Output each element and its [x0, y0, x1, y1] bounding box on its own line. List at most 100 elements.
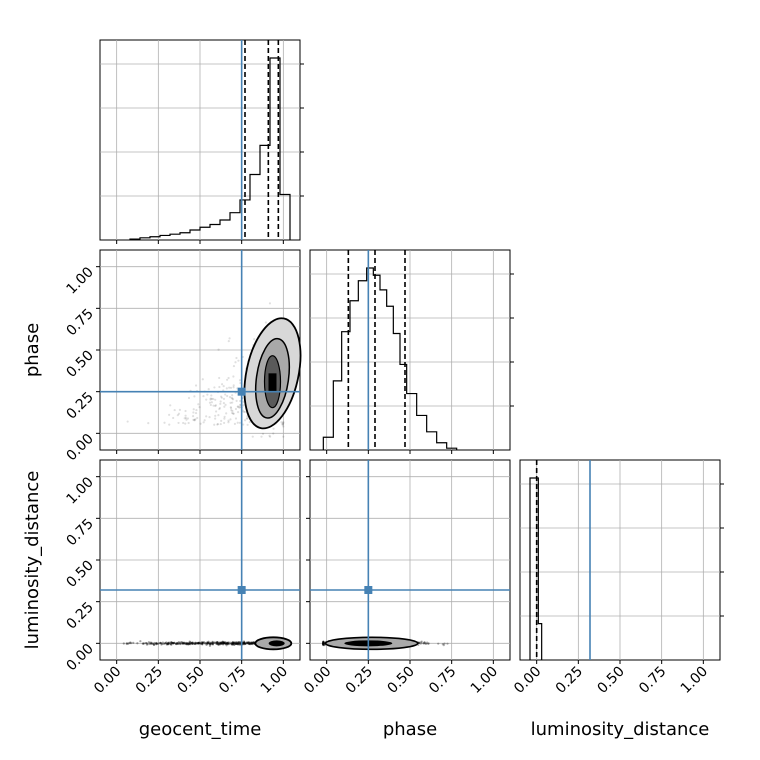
scatter-point — [237, 641, 241, 644]
scatter-point — [149, 641, 152, 644]
scatter-point — [234, 361, 237, 364]
scatter-point — [197, 403, 200, 406]
scatter-point — [187, 421, 190, 425]
scatter-point — [201, 641, 204, 645]
scatter-point — [182, 642, 186, 645]
scatter-point — [175, 643, 178, 646]
scatter-point — [231, 641, 235, 645]
scatter-point — [223, 405, 226, 408]
scatter-point — [186, 642, 189, 645]
scatter-point — [170, 643, 173, 646]
scatter-point — [186, 417, 190, 420]
y-axis-label-luminosity-distance: luminosity_distance — [22, 471, 43, 650]
scatter-point — [209, 398, 212, 401]
scatter-point — [152, 643, 156, 647]
scatter-point — [189, 643, 192, 646]
tick-label: 0.75 — [636, 664, 669, 697]
scatter-point — [208, 401, 212, 404]
tick-label: 0.75 — [426, 664, 459, 697]
scatter-point — [191, 641, 194, 644]
scatter-point — [219, 642, 222, 645]
scatter-point — [322, 642, 325, 645]
scatter-point — [244, 642, 247, 645]
scatter-point — [220, 641, 223, 645]
y-axis-label-phase: phase — [22, 323, 43, 377]
scatter-point — [161, 642, 164, 646]
scatter-point — [232, 643, 236, 646]
scatter-point — [237, 642, 240, 645]
scatter-point — [168, 642, 171, 645]
scatter-point — [139, 640, 142, 643]
scatter-point — [185, 418, 188, 421]
scatter-point — [251, 642, 254, 645]
scatter-point — [188, 642, 192, 645]
scatter-point — [238, 641, 241, 644]
scatter-point — [201, 642, 204, 646]
scatter-point — [231, 401, 234, 404]
scatter-point — [210, 642, 213, 645]
panel-luminosity-distance-vs-phase — [309, 459, 511, 661]
scatter-point — [204, 642, 207, 645]
scatter-point — [217, 413, 220, 417]
scatter-point — [243, 641, 246, 644]
scatter-point — [232, 642, 235, 645]
scatter-point — [187, 642, 191, 646]
scatter-point — [250, 641, 253, 644]
scatter-point — [212, 404, 215, 407]
scatter-point — [219, 642, 222, 645]
scatter-point — [229, 406, 232, 409]
scatter-point — [172, 416, 175, 420]
scatter-point — [243, 642, 246, 645]
scatter-point — [184, 642, 187, 646]
panel-hist-geocent-time — [99, 39, 301, 241]
scatter-point — [220, 642, 223, 645]
scatter-point — [174, 642, 178, 645]
scatter-point — [222, 643, 225, 646]
scatter-point — [226, 642, 229, 645]
scatter-point — [213, 386, 216, 389]
tick-label: 0.00 — [63, 431, 96, 464]
truth-marker — [237, 586, 246, 594]
scatter-point — [230, 643, 233, 646]
scatter-point — [171, 641, 175, 645]
scatter-point — [246, 641, 249, 644]
scatter-point — [184, 416, 188, 420]
scatter-point — [171, 641, 175, 645]
scatter-point — [162, 642, 166, 645]
scatter-point — [322, 642, 325, 645]
scatter-point — [223, 417, 226, 420]
scatter-point — [185, 642, 189, 645]
scatter-point — [220, 642, 223, 645]
scatter-point — [204, 642, 207, 645]
scatter-point — [260, 435, 263, 438]
panel-luminosity-distance-vs-geocent-time — [99, 459, 301, 661]
scatter-point — [222, 641, 225, 644]
panel-content — [100, 460, 300, 660]
scatter-point — [261, 432, 265, 435]
scatter-point — [195, 642, 198, 645]
scatter-point — [220, 641, 223, 644]
scatter-point — [228, 396, 232, 399]
scatter-point — [177, 412, 181, 415]
scatter-point — [216, 641, 219, 644]
scatter-point — [186, 642, 189, 646]
scatter-point — [181, 641, 184, 644]
scatter-point — [223, 421, 226, 425]
scatter-point — [171, 641, 174, 645]
scatter-point — [234, 642, 237, 645]
scatter-point — [281, 423, 285, 426]
scatter-point — [215, 641, 218, 644]
scatter-point — [229, 641, 232, 644]
scatter-point — [423, 641, 426, 644]
scatter-point — [202, 395, 205, 398]
scatter-point — [250, 642, 253, 645]
scatter-point — [170, 641, 173, 644]
scatter-point — [217, 348, 220, 351]
scatter-point — [222, 641, 226, 645]
scatter-point — [322, 642, 325, 645]
scatter-point — [207, 642, 210, 645]
scatter-point — [187, 396, 191, 400]
scatter-point — [152, 643, 155, 646]
scatter-point — [242, 642, 245, 645]
scatter-point — [219, 400, 222, 403]
